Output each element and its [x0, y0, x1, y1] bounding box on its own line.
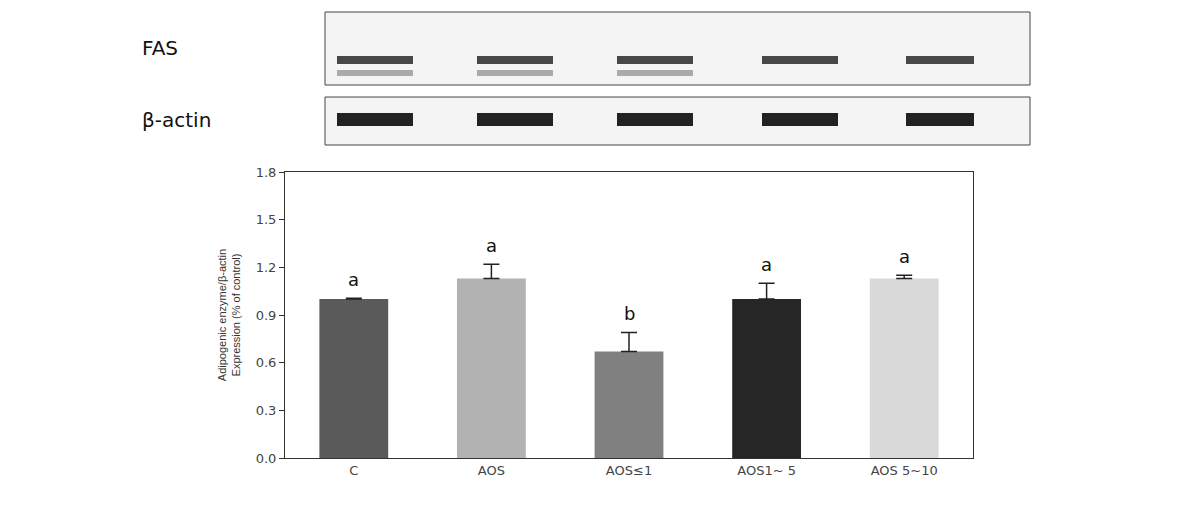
svg-text:AOS 5~10: AOS 5~10 [871, 463, 938, 478]
svg-text:a: a [486, 235, 497, 256]
svg-text:FAS: FAS [142, 36, 178, 60]
svg-text:a: a [761, 254, 772, 275]
svg-text:β-actin: β-actin [142, 108, 211, 132]
svg-text:b: b [624, 303, 635, 324]
svg-text:AOS: AOS [478, 463, 505, 478]
svg-text:a: a [348, 269, 359, 290]
svg-text:C: C [349, 463, 358, 478]
svg-text:1.2: 1.2 [256, 260, 277, 275]
svg-text:a: a [899, 246, 910, 267]
svg-text:1.8: 1.8 [256, 165, 277, 180]
svg-text:0.9: 0.9 [256, 308, 277, 323]
svg-text:0.6: 0.6 [256, 355, 277, 370]
svg-text:0.3: 0.3 [256, 403, 277, 418]
svg-text:AOS≤1: AOS≤1 [606, 463, 652, 478]
svg-text:Adipogenic enzyme/β-actinExpre: Adipogenic enzyme/β-actinExpression (% o… [216, 249, 242, 381]
svg-text:0.0: 0.0 [256, 451, 277, 466]
svg-text:1.5: 1.5 [256, 212, 277, 227]
svg-text:AOS1~ 5: AOS1~ 5 [737, 463, 796, 478]
